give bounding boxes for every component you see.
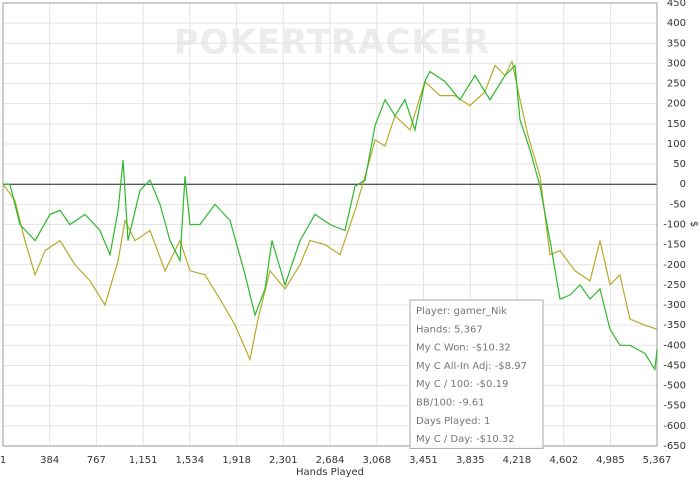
y-tick-label: 100	[667, 139, 686, 150]
y-axis-label: $	[688, 221, 699, 227]
y-tick-label: -500	[663, 381, 686, 392]
x-tick-label: 384	[40, 455, 59, 466]
x-tick-label: 1	[0, 455, 6, 466]
y-tick-label: -550	[663, 401, 686, 412]
x-tick-label: 4,218	[503, 455, 532, 466]
y-tick-label: -150	[663, 240, 686, 251]
info-line: Player: gamer_Nik	[416, 306, 507, 317]
x-tick-label: 1,918	[222, 455, 251, 466]
y-tick-label: -600	[663, 421, 686, 432]
y-tick-label: -400	[663, 340, 686, 351]
plot-frame	[2, 2, 658, 447]
info-line: My C / 100: -$0.19	[416, 379, 508, 390]
y-tick-label: -100	[663, 220, 686, 231]
x-tick-label: 4,985	[596, 455, 625, 466]
x-tick-label: 2,301	[269, 455, 298, 466]
x-tick-label: 3,835	[456, 455, 485, 466]
x-axis-label: Hands Played	[296, 467, 364, 477]
y-tick-label: 250	[667, 79, 686, 90]
y-tick-label: 300	[667, 58, 686, 69]
info-line: My C All-In Adj: -$8.97	[416, 361, 527, 372]
y-tick-label: -450	[663, 360, 686, 371]
x-tick-label: 3,451	[409, 455, 438, 466]
watermark: POKERTRACKER	[174, 23, 490, 63]
info-line: BB/100: -9.61	[416, 398, 485, 409]
x-tick-label: 5,367	[643, 455, 672, 466]
x-tick-label: 3,068	[362, 455, 391, 466]
x-tick-label: 1,151	[129, 455, 158, 466]
info-line: My C Won: -$10.32	[416, 343, 511, 354]
y-tick-label: 150	[667, 119, 686, 130]
info-line: My C / Day: -$10.32	[416, 434, 515, 445]
series-line	[2, 59, 658, 362]
y-tick-label: 200	[667, 99, 686, 110]
y-tick-label: -250	[663, 280, 686, 291]
info-box-frame	[409, 299, 544, 449]
x-tick-label: 767	[87, 455, 106, 466]
x-tick-label: 4,602	[549, 455, 578, 466]
x-tick-label: 2,684	[316, 455, 345, 466]
series-line	[3, 64, 658, 372]
y-tick-label: -650	[663, 441, 686, 452]
y-tick-label: 450	[667, 0, 686, 9]
y-tick-label: -200	[663, 260, 686, 271]
y-tick-label: -300	[663, 300, 686, 311]
y-tick-label: -350	[663, 320, 686, 331]
info-box: Player: gamer_Nik Hands: 5,367 My C Won: -…	[409, 299, 544, 449]
y-tick-label: 350	[667, 38, 686, 49]
y-tick-label: 50	[673, 159, 686, 170]
y-tick-label: 400	[667, 18, 686, 29]
y-tick-label: 0	[680, 179, 686, 190]
x-tick-label: 1,534	[176, 455, 205, 466]
y-tick-label: -50	[670, 199, 686, 210]
info-line: Hands: 5,367	[416, 324, 483, 335]
info-line: Days Played: 1	[416, 416, 490, 427]
